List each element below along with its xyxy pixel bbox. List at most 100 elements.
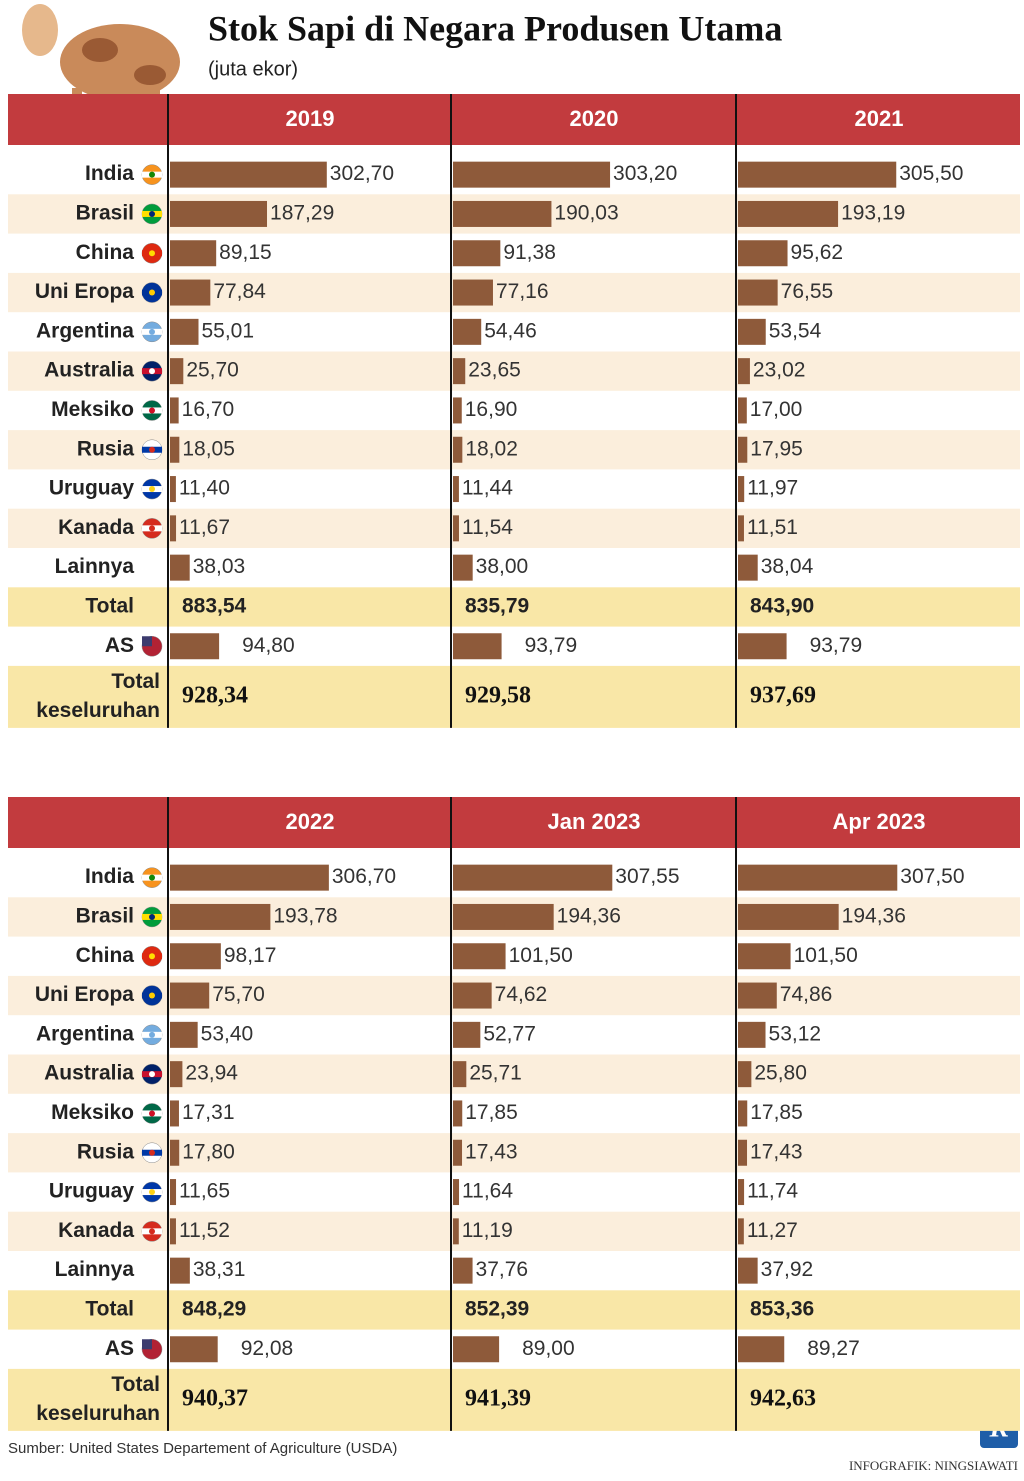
- category-label: Uruguay: [49, 477, 135, 500]
- flag-icon-dot: [149, 171, 155, 178]
- bar: [738, 943, 791, 970]
- bar: [738, 436, 748, 463]
- bar: [170, 1100, 179, 1127]
- bar: [453, 943, 506, 970]
- bar: [453, 1139, 463, 1166]
- value-label: 98,17: [224, 944, 277, 967]
- flag-icon-dot: [149, 328, 155, 335]
- bar: [738, 240, 788, 267]
- bar: [170, 1257, 190, 1284]
- bar: [170, 1218, 176, 1245]
- value-label: 52,77: [483, 1022, 536, 1045]
- value-label: 23,94: [185, 1062, 238, 1085]
- bar: [738, 1179, 745, 1206]
- grand-total-band: [8, 665, 1020, 728]
- value-label: 193,19: [841, 201, 905, 224]
- bar: [453, 982, 492, 1009]
- credit: INFOGRAFIK: NINGSIAWATI: [849, 1458, 1018, 1473]
- chart-title: Stok Sapi di Negara Produsen Utama: [208, 8, 782, 48]
- value-label: 190,03: [554, 201, 618, 224]
- total-value: 883,54: [182, 594, 247, 617]
- value-label: 11,54: [462, 516, 513, 539]
- flag-icon-dot: [149, 289, 155, 296]
- value-label: 18,05: [182, 437, 235, 460]
- bar: [170, 982, 210, 1009]
- us-label: AS: [105, 1337, 134, 1360]
- value-label: 17,95: [750, 437, 803, 460]
- bar: [453, 1218, 459, 1245]
- flag-icon-canton: [142, 1339, 152, 1350]
- value-label: 17,43: [750, 1140, 803, 1163]
- value-label: 194,36: [557, 904, 621, 927]
- category-label: Kanada: [58, 516, 134, 539]
- value-label: 74,62: [495, 983, 548, 1006]
- bar: [738, 1336, 785, 1363]
- bar: [453, 903, 554, 930]
- bar: [453, 515, 459, 542]
- value-label: 17,31: [182, 1101, 235, 1124]
- bar: [453, 554, 473, 581]
- bar: [738, 358, 750, 385]
- value-label: 11,64: [462, 1180, 513, 1203]
- value-label: 75,70: [212, 983, 265, 1006]
- value-label: 194,36: [842, 904, 906, 927]
- value-label: 11,44: [462, 477, 513, 500]
- category-label: Meksiko: [51, 1101, 134, 1124]
- value-label: 18,02: [465, 437, 518, 460]
- flag-icon-dot: [149, 1031, 155, 1038]
- value-label: 94,80: [242, 634, 295, 657]
- value-label: 38,00: [476, 555, 529, 578]
- flag-icon-dot: [149, 1110, 155, 1117]
- total-band: [8, 587, 1020, 627]
- value-label: 95,62: [791, 241, 844, 264]
- bar: [453, 397, 462, 424]
- grand-total-label: Total keseluruhan: [36, 1372, 160, 1424]
- bar: [170, 397, 179, 424]
- bar: [738, 1100, 748, 1127]
- flag-icon-dot: [149, 874, 155, 881]
- value-label: 89,27: [807, 1337, 860, 1360]
- value-label: 11,51: [747, 516, 798, 539]
- value-label: 17,00: [750, 398, 803, 421]
- flag-icon-dot: [149, 486, 155, 493]
- flag-icon-dot: [149, 250, 155, 257]
- header-band: [8, 797, 1020, 848]
- value-label: 11,40: [179, 477, 230, 500]
- value-label: 25,70: [186, 359, 239, 382]
- column-header: Apr 2023: [833, 809, 926, 834]
- flag-icon-dot: [149, 913, 155, 920]
- flag-icon-canton: [142, 636, 152, 647]
- category-label: India: [85, 162, 134, 185]
- bar: [170, 1061, 183, 1088]
- flag-icon-dot: [149, 446, 155, 453]
- flag-icon-dot: [149, 1149, 155, 1156]
- column-header: 2019: [286, 106, 335, 131]
- bar: [453, 1021, 481, 1048]
- bar: [170, 1336, 218, 1363]
- value-label: 307,55: [615, 865, 679, 888]
- bar: [738, 1218, 744, 1245]
- category-label: Meksiko: [51, 398, 134, 421]
- flag-icon-dot: [149, 368, 155, 375]
- value-label: 77,16: [496, 280, 549, 303]
- total-value: 843,90: [750, 594, 814, 617]
- value-label: 55,01: [201, 319, 254, 342]
- bar: [170, 633, 220, 660]
- value-label: 11,27: [747, 1219, 798, 1242]
- category-label: Australia: [44, 359, 134, 382]
- cow-illustration: [22, 4, 180, 130]
- value-label: 303,20: [613, 162, 677, 185]
- column-header: 2021: [855, 106, 904, 131]
- value-label: 11,97: [747, 477, 798, 500]
- bar: [453, 240, 501, 267]
- bar: [170, 1179, 177, 1206]
- value-label: 53,54: [769, 319, 822, 342]
- value-label: 101,50: [509, 944, 573, 967]
- total-label: Total: [85, 1297, 134, 1320]
- bar: [738, 1257, 758, 1284]
- flag-icon-dot: [149, 525, 155, 532]
- value-label: 11,74: [747, 1180, 798, 1203]
- bar: [453, 1179, 460, 1206]
- flag-icon-dot: [149, 1189, 155, 1196]
- category-label: Argentina: [36, 319, 134, 342]
